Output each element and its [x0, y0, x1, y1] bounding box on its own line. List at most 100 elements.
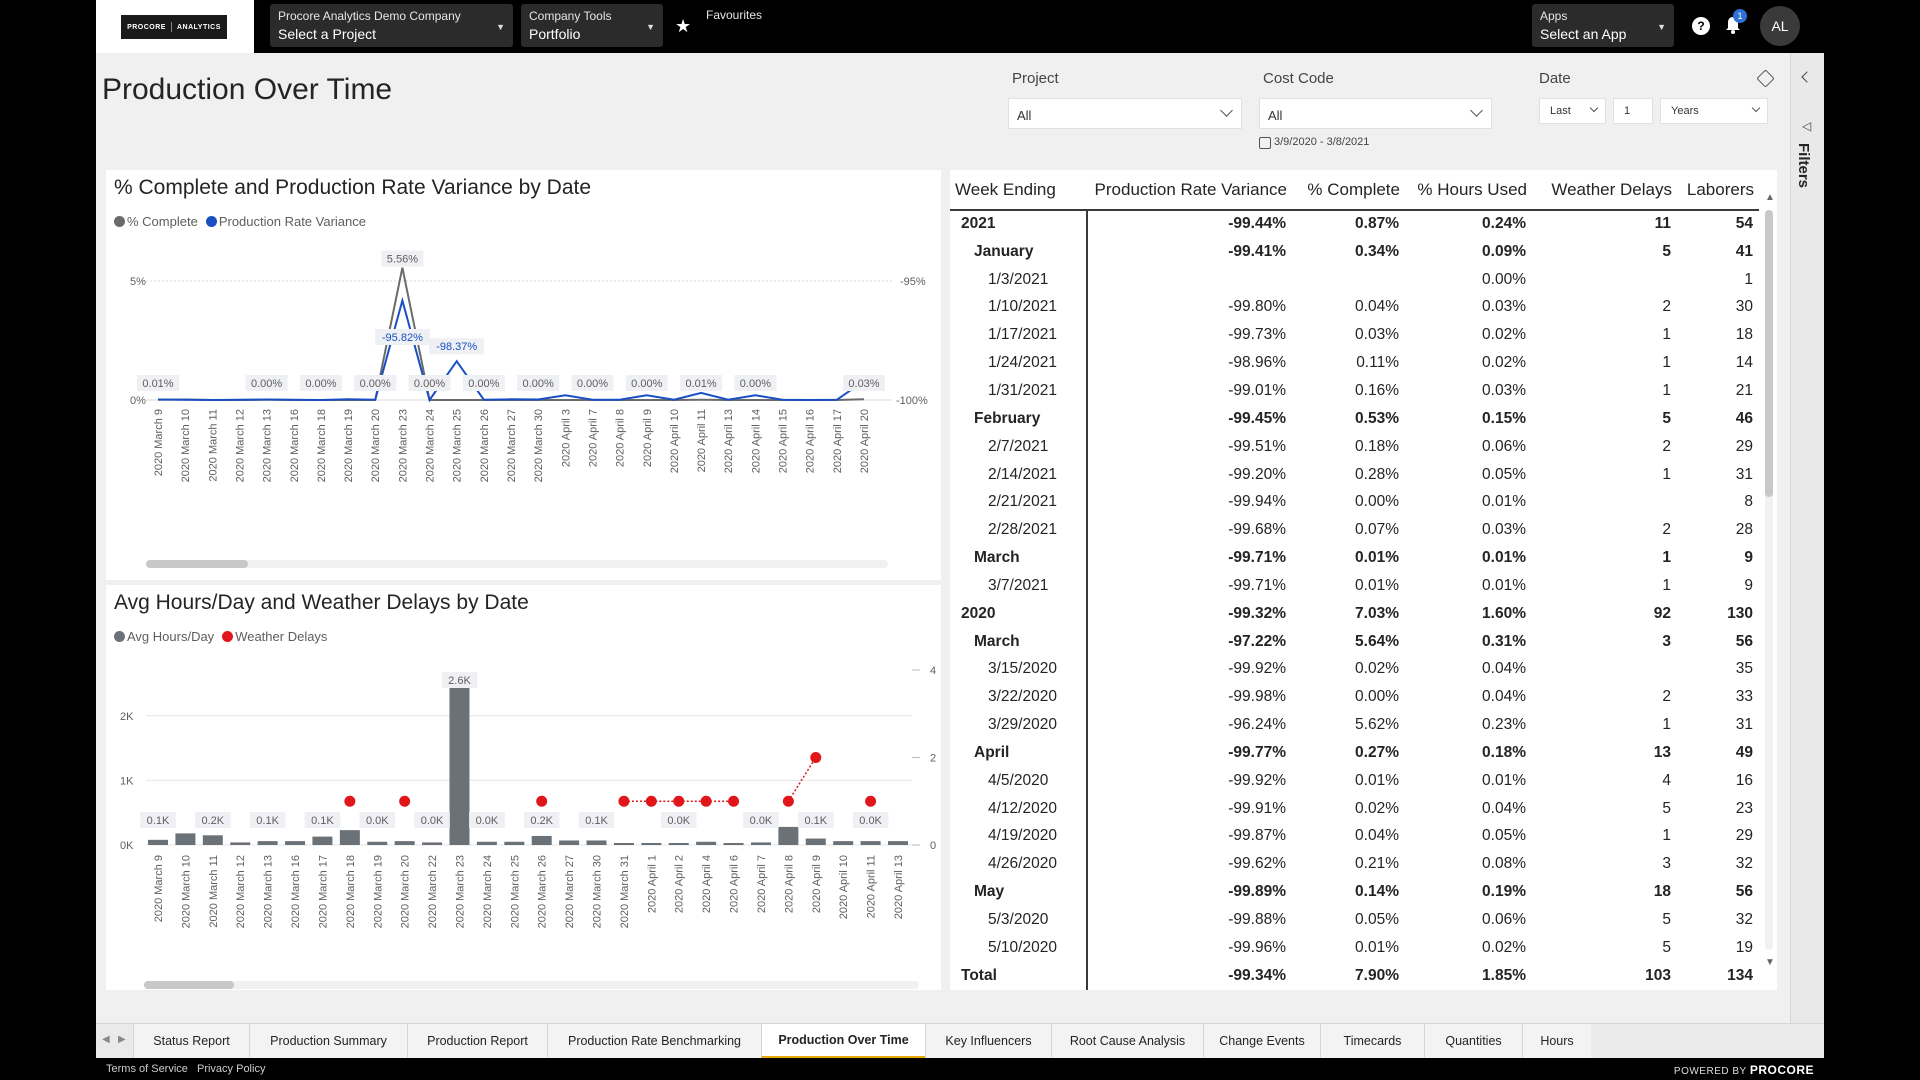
table-row[interactable]: 2/28/2021 -99.68% 0.07% 0.03% 2 28	[950, 516, 1759, 545]
tab-hours[interactable]: Hours	[1522, 1024, 1591, 1059]
cost-code-slicer[interactable]: All	[1259, 98, 1492, 129]
tab-status-report[interactable]: Status Report	[133, 1024, 249, 1059]
project-slicer[interactable]: All	[1008, 98, 1242, 129]
tab-production-over-time[interactable]: Production Over Time	[761, 1024, 925, 1059]
value-cell: 54	[1735, 215, 1753, 233]
x-tick-label: 2020 March 9	[153, 409, 165, 476]
table-row[interactable]: 3/29/2020 -96.24% 5.62% 0.23% 1 31	[950, 711, 1759, 740]
row-label-cell: 3/22/2020	[950, 683, 1088, 712]
table-row[interactable]: 5/10/2020 -99.96% 0.01% 0.02% 5 19	[950, 933, 1759, 962]
chart1-scrollbar[interactable]	[146, 560, 888, 568]
logo-container[interactable]: PROCORE ANALYTICS	[96, 0, 254, 53]
filters-pane[interactable]: ◁ Filters	[1790, 53, 1824, 1023]
chart2-scroll-thumb[interactable]	[144, 981, 234, 989]
apps-selector[interactable]: Apps Select an App ▼	[1532, 4, 1674, 47]
table-row[interactable]: February -99.45% 0.53% 0.15% 5 46	[950, 404, 1759, 433]
data-label-bg	[625, 375, 668, 391]
company-selector[interactable]: Procore Analytics Demo Company Select a …	[270, 4, 513, 47]
favourites-link[interactable]: Favourites	[706, 8, 763, 22]
tab-timecards[interactable]: Timecards	[1320, 1024, 1424, 1059]
table-row[interactable]: 5/3/2020 -99.88% 0.05% 0.06% 5 32	[950, 906, 1759, 934]
value-cell: 11	[1654, 215, 1671, 233]
table-row[interactable]: May -99.89% 0.14% 0.19% 18 56	[950, 878, 1759, 907]
value-cell: 29	[1735, 827, 1753, 845]
x-tick-label: 2020 March 24	[425, 409, 437, 482]
table-row[interactable]: 1/17/2021 -99.73% 0.03% 0.02% 1 18	[950, 321, 1759, 350]
table-row[interactable]: 1/31/2021 -99.01% 0.16% 0.03% 1 21	[950, 377, 1759, 405]
tab-root-cause-analysis[interactable]: Root Cause Analysis	[1051, 1024, 1203, 1059]
table-row[interactable]: 1/24/2021 -98.96% 0.11% 0.02% 1 14	[950, 349, 1759, 378]
column-header[interactable]: % Complete	[1292, 170, 1405, 211]
bar-avg-hours	[696, 841, 717, 845]
tab-change-events[interactable]: Change Events	[1203, 1024, 1320, 1059]
bar-avg-hours	[312, 836, 333, 845]
table-row[interactable]: January -99.41% 0.34% 0.09% 5 41	[950, 237, 1759, 266]
table-row[interactable]: Total -99.34% 7.90% 1.85% 103 134	[950, 961, 1759, 990]
table-row[interactable]: March -97.22% 5.64% 0.31% 3 56	[950, 627, 1759, 656]
collapse-left-icon[interactable]	[1801, 71, 1813, 83]
value-cell: -99.92%	[1228, 771, 1286, 789]
date-count-input[interactable]: 1	[1613, 98, 1653, 124]
eraser-icon[interactable]	[1756, 69, 1775, 88]
user-avatar[interactable]: AL	[1760, 6, 1800, 46]
x-tick-label: 2020 March 23	[454, 855, 466, 928]
value-cell: 0.00%	[1355, 493, 1399, 511]
table-row[interactable]: 4/19/2020 -99.87% 0.04% 0.05% 1 29	[950, 822, 1759, 851]
table-row[interactable]: 1/3/2021 0.00% 1	[950, 265, 1759, 294]
column-header[interactable]: Production Rate Variance	[1087, 170, 1292, 211]
legend-item-hours[interactable]: Avg Hours/Day	[114, 629, 214, 644]
tab-next-icon[interactable]: ▶	[118, 1034, 126, 1045]
help-icon[interactable]: ?	[1692, 17, 1710, 35]
value-cell: -99.96%	[1228, 938, 1286, 956]
tab-production-report[interactable]: Production Report	[407, 1024, 547, 1059]
table-row[interactable]: 3/15/2020 -99.92% 0.02% 0.04% 35	[950, 655, 1759, 684]
date-mode-dropdown[interactable]: Last	[1539, 98, 1606, 124]
legend-item-variance[interactable]: Production Rate Variance	[205, 214, 366, 229]
privacy-link[interactable]: Privacy Policy	[196, 1063, 266, 1075]
table-row[interactable]: 2/7/2021 -99.51% 0.18% 0.06% 2 29	[950, 432, 1759, 461]
star-icon[interactable]: ★	[675, 16, 692, 36]
scroll-down-icon[interactable]: ▼	[1765, 957, 1775, 968]
bar-avg-hours	[586, 840, 607, 845]
column-header[interactable]: Laborers	[1677, 170, 1759, 211]
tab-production-summary[interactable]: Production Summary	[249, 1024, 407, 1059]
table-row[interactable]: 2/21/2021 -99.94% 0.00% 0.01% 8	[950, 488, 1759, 517]
table-row[interactable]: 4/26/2020 -99.62% 0.21% 0.08% 3 32	[950, 850, 1759, 879]
terms-link[interactable]: Terms of Service	[106, 1063, 188, 1075]
legend-item-complete[interactable]: % Complete	[114, 214, 198, 229]
filters-label[interactable]: Filters	[1795, 143, 1812, 189]
value-cell: 0.02%	[1355, 660, 1399, 678]
tab-quantities[interactable]: Quantities	[1424, 1024, 1522, 1059]
chart1-scroll-thumb[interactable]	[146, 560, 248, 568]
value-cell: 3	[1662, 855, 1671, 873]
table-row[interactable]: March -99.71% 0.01% 0.01% 1 9	[950, 544, 1759, 572]
table-scroll-track[interactable]	[1765, 210, 1773, 950]
chart2-scrollbar[interactable]	[144, 981, 919, 989]
table-row[interactable]: 2020 -99.32% 7.03% 1.60% 92 130	[950, 599, 1759, 628]
value-cell: 103	[1645, 966, 1671, 984]
value-cell: 0.02%	[1482, 326, 1526, 344]
company-tools-selector[interactable]: Company Tools Portfolio ▼	[521, 4, 663, 47]
chevron-down-icon: ▼	[496, 22, 505, 32]
table-row[interactable]: April -99.77% 0.27% 0.18% 13 49	[950, 739, 1759, 767]
table-scrollbar[interactable]: ▲ ▼	[1763, 192, 1775, 972]
table-row[interactable]: 3/7/2021 -99.71% 0.01% 0.01% 1 9	[950, 571, 1759, 600]
table-row[interactable]: 1/10/2021 -99.80% 0.04% 0.03% 2 30	[950, 293, 1759, 322]
column-header[interactable]: Week Ending	[950, 170, 1087, 211]
column-header[interactable]: % Hours Used	[1405, 170, 1532, 211]
table-row[interactable]: 2021 -99.44% 0.87% 0.24% 11 54	[950, 210, 1759, 238]
table-row[interactable]: 3/22/2020 -99.98% 0.00% 0.04% 2 33	[950, 683, 1759, 712]
table-row[interactable]: 2/14/2021 -99.20% 0.28% 0.05% 1 31	[950, 460, 1759, 489]
scroll-up-icon[interactable]: ▲	[1765, 192, 1775, 203]
y-right-tick: -95%	[900, 276, 926, 288]
tab-key-influencers[interactable]: Key Influencers	[925, 1024, 1051, 1059]
table-row[interactable]: 4/5/2020 -99.92% 0.01% 0.01% 4 16	[950, 766, 1759, 795]
column-header[interactable]: Weather Delays	[1532, 170, 1677, 211]
tab-prev-icon[interactable]: ◀	[102, 1034, 110, 1045]
value-cell: 0.34%	[1355, 242, 1399, 260]
table-row[interactable]: 4/12/2020 -99.91% 0.02% 0.04% 5 23	[950, 794, 1759, 823]
tab-production-rate-benchmarking[interactable]: Production Rate Benchmarking	[547, 1024, 761, 1059]
table-scroll-thumb[interactable]	[1765, 210, 1773, 497]
legend-item-delays[interactable]: Weather Delays	[222, 629, 327, 644]
date-unit-dropdown[interactable]: Years	[1660, 98, 1768, 124]
